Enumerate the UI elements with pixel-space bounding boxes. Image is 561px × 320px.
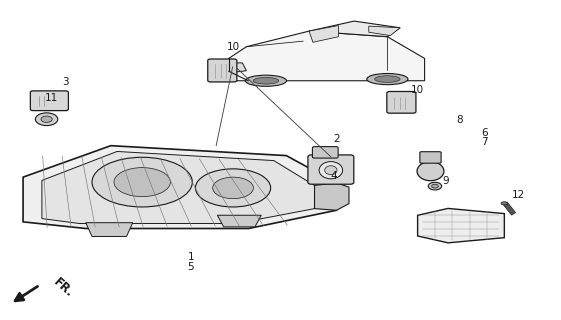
Polygon shape <box>309 21 400 37</box>
FancyBboxPatch shape <box>30 91 68 111</box>
Polygon shape <box>369 26 400 36</box>
Ellipse shape <box>431 184 438 188</box>
Text: 10: 10 <box>411 85 424 95</box>
Polygon shape <box>42 151 315 224</box>
Ellipse shape <box>325 166 337 175</box>
Polygon shape <box>417 208 504 243</box>
Text: 9: 9 <box>442 176 449 186</box>
FancyBboxPatch shape <box>312 147 338 158</box>
Polygon shape <box>86 223 133 236</box>
Ellipse shape <box>213 177 254 199</box>
Polygon shape <box>229 31 425 81</box>
Text: 7: 7 <box>481 138 488 148</box>
Ellipse shape <box>245 75 287 86</box>
Polygon shape <box>503 202 516 215</box>
Ellipse shape <box>417 162 444 181</box>
Polygon shape <box>23 146 337 228</box>
Text: 12: 12 <box>512 190 525 200</box>
Ellipse shape <box>319 162 343 179</box>
Ellipse shape <box>501 202 508 205</box>
Polygon shape <box>309 26 338 42</box>
Text: 8: 8 <box>456 115 463 125</box>
Ellipse shape <box>92 157 192 207</box>
Ellipse shape <box>41 116 52 123</box>
FancyBboxPatch shape <box>208 59 237 82</box>
Text: 4: 4 <box>331 171 338 181</box>
Text: 2: 2 <box>333 134 340 144</box>
Polygon shape <box>229 63 246 72</box>
Polygon shape <box>315 183 349 210</box>
Text: 1: 1 <box>187 252 194 262</box>
Ellipse shape <box>375 76 400 83</box>
Ellipse shape <box>367 74 408 85</box>
Text: 6: 6 <box>481 128 488 138</box>
Text: 11: 11 <box>44 93 58 103</box>
FancyBboxPatch shape <box>308 155 354 184</box>
Ellipse shape <box>195 169 270 207</box>
Text: 5: 5 <box>187 262 194 272</box>
FancyBboxPatch shape <box>420 152 441 163</box>
Text: 3: 3 <box>62 77 68 87</box>
Ellipse shape <box>35 113 58 125</box>
Text: 10: 10 <box>227 42 240 52</box>
Ellipse shape <box>253 77 279 84</box>
Polygon shape <box>217 215 261 227</box>
FancyBboxPatch shape <box>387 92 416 113</box>
Ellipse shape <box>114 168 171 196</box>
Text: FR.: FR. <box>51 275 76 300</box>
Ellipse shape <box>428 182 442 190</box>
